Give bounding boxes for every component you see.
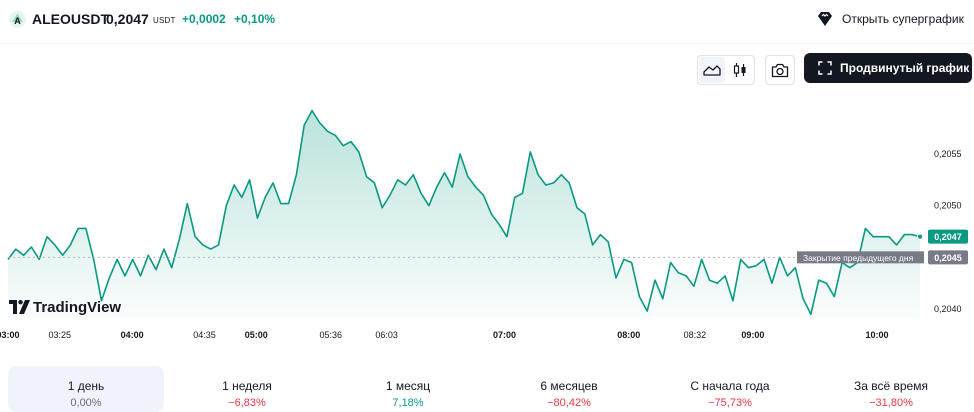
period-tab-change: 0,00% (70, 397, 102, 409)
period-tab-change: 7,18% (392, 397, 424, 409)
tradingview-wordmark: TradingView (33, 299, 122, 316)
chart-style-toggle (697, 55, 755, 85)
previous-close-price: 0,2045 (934, 253, 962, 263)
x-axis-tick-label: 07:00 (493, 330, 516, 340)
price-area-fill (8, 110, 920, 318)
y-axis-tick-label: 0,2055 (934, 149, 962, 159)
svg-text:A: A (14, 16, 21, 26)
x-axis-tick-label: 06:03 (375, 330, 398, 340)
last-price-tag-bg (928, 229, 968, 244)
last-price-tag: 0,2047 (934, 232, 962, 242)
period-tab-label: 1 день (67, 379, 105, 393)
tradingview-mark-icon (9, 300, 30, 314)
candles-chart-button[interactable] (727, 57, 753, 83)
y-axis-tick-label: 0,2040 (934, 304, 962, 314)
candles-icon (733, 63, 746, 77)
period-tab[interactable]: 1 месяц 7,18% (330, 366, 486, 412)
current-price: 0,2047 (106, 11, 149, 27)
period-tab-label: 1 неделя (222, 379, 272, 393)
period-tab-label: 6 месяцев (540, 379, 598, 393)
period-tab[interactable]: С начала года −75,73% (652, 366, 808, 412)
fullscreen-icon (818, 61, 832, 75)
supercharts-icon (818, 12, 832, 26)
advanced-chart-label: Продвинутый график (840, 61, 970, 75)
currency-label: USDT (153, 16, 176, 25)
period-tab-label: С начала года (690, 379, 770, 393)
aleo-coin-icon: A (9, 11, 26, 28)
period-tab-change: −31,80% (869, 397, 913, 409)
previous-close-tag-bg (797, 251, 924, 264)
snapshot-button[interactable] (765, 55, 795, 85)
x-axis-tick-label: 03:25 (48, 330, 71, 340)
symbol-name: ALEOUSDT (32, 11, 109, 27)
open-supercharts-button[interactable]: Открыть суперграфик (814, 6, 974, 32)
x-axis-tick-label: 04:00 (121, 330, 144, 340)
period-tab-label: 1 месяц (385, 379, 431, 393)
period-tab[interactable]: 1 день 0,00% (8, 366, 164, 412)
price-change-percent: +0,10% (234, 12, 276, 26)
period-tab-change: −75,73% (708, 397, 752, 409)
period-tab[interactable]: 1 неделя −6,83% (169, 366, 325, 412)
price-change-absolute: +0,0002 (182, 12, 226, 26)
period-tab-change: −80,42% (547, 397, 591, 409)
x-axis-tick-label: 05:00 (245, 330, 268, 340)
x-axis-tick-label: 09:00 (741, 330, 764, 340)
previous-close-price-bg (928, 250, 968, 265)
previous-close-tag: Закрытие предыдущего дня (803, 253, 914, 263)
advanced-chart-button[interactable]: Продвинутый график (804, 53, 972, 83)
price-line (7, 109, 921, 315)
period-tab[interactable]: 6 месяцев −80,42% (491, 366, 647, 412)
period-selector: 1 день 0,00% 1 неделя −6,83% 1 месяц 7,18% 6 м… (8, 366, 974, 412)
x-axis-tick-label: 03:00 (0, 330, 20, 340)
x-axis-tick-label: 04:35 (193, 330, 216, 340)
price-chart[interactable]: Закрытие предыдущего дня 0,2045 0,2055 0,2… (0, 90, 974, 350)
y-axis-tick-label: 0,2050 (934, 201, 962, 211)
tradingview-logo: TradingView (9, 298, 134, 318)
period-tab-label: За всё время (854, 379, 928, 393)
x-axis-tick-label: 08:32 (684, 330, 707, 340)
period-tab[interactable]: За всё время −31,80% (813, 366, 969, 412)
header-divider (0, 43, 974, 44)
camera-icon (771, 63, 789, 77)
x-axis-tick-label: 08:00 (617, 330, 640, 340)
period-tab-change: −6,83% (228, 397, 266, 409)
symbol-header: A ALEOUSDT 0,2047 USDT +0,0002 +0,10% От… (0, 0, 974, 40)
area-chart-button[interactable] (699, 57, 725, 83)
last-price-dot (916, 233, 924, 240)
x-axis-tick-label: 10:00 (865, 330, 888, 340)
x-axis-tick-label: 05:36 (320, 330, 343, 340)
area-chart-icon (703, 65, 721, 76)
open-supercharts-label: Открыть суперграфик (842, 12, 964, 26)
